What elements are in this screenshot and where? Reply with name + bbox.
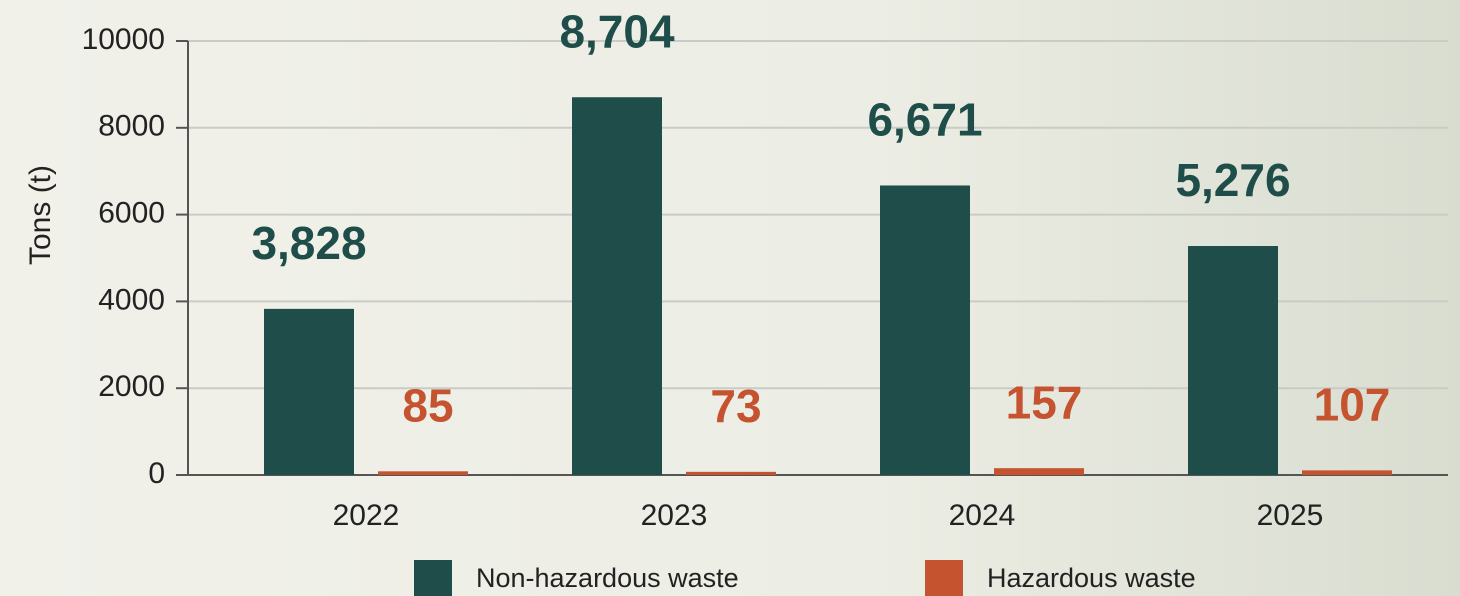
legend-swatch: [925, 560, 963, 596]
value-label: 5,276: [1175, 154, 1290, 206]
y-tick-label: 8000: [98, 110, 165, 143]
legend-swatch: [414, 560, 452, 596]
x-tick-label: 2025: [1257, 499, 1324, 532]
legend-label: Non-hazardous waste: [476, 563, 739, 593]
bar: [1188, 246, 1278, 475]
y-tick-label: 2000: [98, 370, 165, 403]
bar: [264, 308, 354, 475]
x-tick-label: 2024: [949, 499, 1016, 532]
y-tick-label: 6000: [98, 197, 165, 230]
bar: [686, 471, 776, 475]
x-tick-label: 2022: [333, 499, 400, 532]
bar: [880, 185, 970, 475]
bar: [572, 97, 662, 475]
value-label: 73: [710, 380, 761, 432]
value-label: 157: [1006, 376, 1083, 428]
bar: [378, 471, 468, 475]
value-label: 85: [402, 379, 453, 431]
x-tick-label: 2023: [641, 499, 708, 532]
bar: [994, 468, 1084, 475]
bar: [1302, 470, 1392, 475]
value-label: 6,671: [867, 94, 982, 146]
value-label: 8,704: [559, 5, 675, 57]
legend-label: Hazardous waste: [987, 563, 1196, 593]
value-label: 107: [1314, 379, 1391, 431]
y-axis-label: Tons (t): [24, 165, 57, 265]
y-tick-label: 0: [148, 457, 165, 490]
value-label: 3,828: [251, 217, 366, 269]
y-tick-label: 4000: [98, 283, 165, 316]
y-tick-label: 10000: [82, 23, 165, 56]
